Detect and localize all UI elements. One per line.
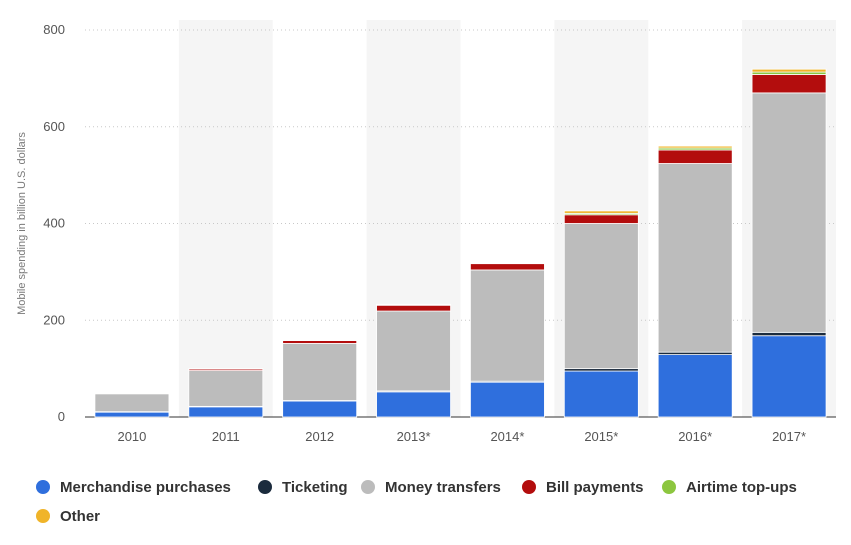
bar-bill-payments-2014: [470, 263, 545, 271]
bar-money-transfers-2012: [282, 343, 358, 401]
band-2011: [178, 20, 273, 417]
bar-stack-2013: [376, 303, 451, 418]
x-tick-label-2015: 2015*: [584, 429, 618, 444]
legend-item-other[interactable]: Other: [36, 508, 100, 525]
bar-stack-2010: [94, 392, 170, 418]
x-tick-label-2011: 2011: [212, 429, 240, 444]
legend-item-bill-payments[interactable]: Bill payments: [522, 479, 644, 496]
y-tick-label-200: 200: [43, 312, 65, 327]
x-tick-label-2017: 2017*: [772, 429, 806, 444]
bar-stack-2014: [470, 262, 545, 418]
bar-merchandise-purchases-2011: [188, 406, 264, 418]
bar-other-2016: [657, 145, 733, 149]
bar-money-transfers-2017: [751, 92, 827, 333]
y-axis-ticks: 0 200 400 600 800: [43, 22, 65, 424]
legend-item-ticketing[interactable]: Ticketing: [258, 479, 348, 496]
bar-other-2015: [563, 210, 639, 214]
legend-label-airtime-top-ups: Airtime top-ups: [686, 479, 797, 496]
legend-marker-airtime-top-ups: [662, 480, 676, 494]
legend-marker-other: [36, 509, 50, 523]
bar-bill-payments-2015: [563, 214, 639, 224]
legend: Merchandise purchases Ticketing Money tran…: [36, 479, 797, 525]
legend-label-ticketing: Ticketing: [282, 479, 348, 496]
bar-merchandise-purchases-2013: [376, 391, 451, 418]
bar-merchandise-purchases-2014: [470, 381, 545, 418]
bar-bill-payments-2013: [376, 304, 451, 312]
y-tick-label-800: 800: [43, 22, 65, 37]
x-axis-ticks: 2010 2011 2012 2013* 2014* 2015* 2016* 2017*: [117, 429, 806, 444]
bar-stack-2015: [563, 210, 639, 418]
y-axis-title: Mobile spending in billion U.S. dollars: [16, 132, 28, 315]
bar-money-transfers-2016: [657, 163, 733, 353]
x-tick-label-2014: 2014*: [490, 429, 524, 444]
legend-item-money-transfers[interactable]: Money transfers: [361, 479, 501, 496]
bar-merchandise-purchases-2015: [563, 370, 639, 418]
y-tick-label-0: 0: [58, 409, 65, 424]
bar-other-2017: [751, 68, 827, 73]
x-tick-label-2012: 2012: [305, 429, 334, 444]
y-tick-label-400: 400: [43, 216, 65, 231]
bar-money-transfers-2015: [563, 223, 639, 370]
legend-marker-money-transfers: [361, 480, 375, 494]
bar-merchandise-purchases-2016: [657, 354, 733, 418]
x-tick-label-2013: 2013*: [397, 429, 431, 444]
bar-bill-payments-2016: [657, 149, 733, 164]
legend-label-money-transfers: Money transfers: [385, 479, 501, 496]
legend-label-bill-payments: Bill payments: [546, 479, 644, 496]
bar-money-transfers-2013: [376, 310, 451, 392]
legend-item-merchandise-purchases[interactable]: Merchandise purchases: [36, 479, 231, 496]
bar-bill-payments-2017: [751, 74, 827, 94]
bar-money-transfers-2010: [94, 393, 170, 413]
legend-marker-merchandise-purchases: [36, 480, 50, 494]
bar-money-transfers-2014: [470, 269, 545, 382]
legend-item-airtime-top-ups[interactable]: Airtime top-ups: [662, 479, 797, 496]
bar-merchandise-purchases-2017: [751, 335, 827, 418]
bar-stack-2017: [751, 68, 827, 418]
bars: [94, 68, 827, 418]
bar-stack-2016: [657, 145, 733, 418]
legend-marker-ticketing: [258, 480, 272, 494]
y-tick-label-600: 600: [43, 119, 65, 134]
bar-bill-payments-2012: [282, 340, 358, 344]
bar-ticketing-2017: [751, 331, 827, 337]
legend-label-other: Other: [60, 508, 100, 525]
x-tick-label-2016: 2016*: [678, 429, 712, 444]
legend-label-merchandise-purchases: Merchandise purchases: [60, 479, 231, 496]
bar-merchandise-purchases-2012: [282, 400, 358, 418]
bar-money-transfers-2011: [188, 370, 264, 407]
bar-merchandise-purchases-2010: [94, 411, 170, 418]
bar-stack-2011: [188, 368, 264, 418]
x-tick-label-2010: 2010: [117, 429, 146, 444]
bar-stack-2012: [282, 339, 358, 418]
legend-marker-bill-payments: [522, 480, 536, 494]
